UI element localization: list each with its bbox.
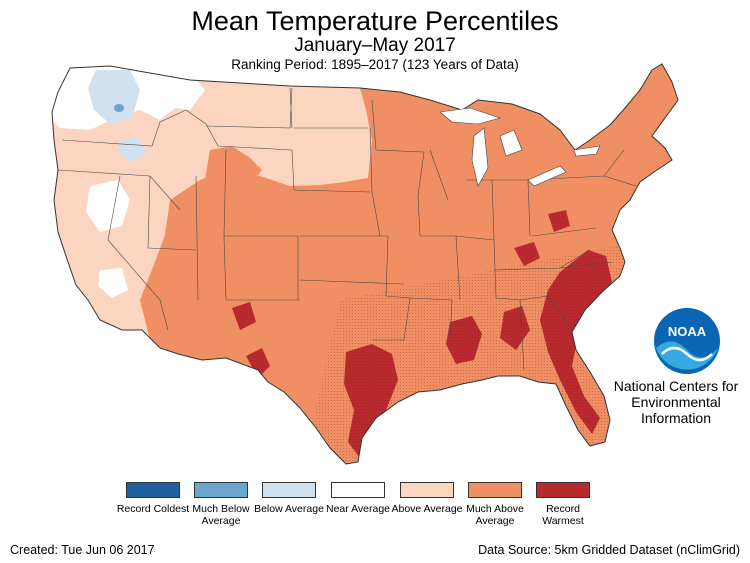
legend-above-average: Above Average <box>389 482 465 515</box>
legend-swatch <box>400 482 454 498</box>
ncei-label: National Centers for Environmental Infor… <box>606 378 746 426</box>
region-near-average-basin <box>86 180 130 232</box>
legend-label: Below Average <box>254 503 324 515</box>
region-record-warmest-west-texas <box>246 348 270 378</box>
lake-michigan <box>471 127 489 187</box>
legend-below-average: Below Average <box>251 482 327 515</box>
lake-superior <box>439 107 502 125</box>
region-much-above-average-west <box>205 146 262 190</box>
map-subtitle: January–May 2017 <box>294 35 456 56</box>
region-near-average-ca <box>98 268 128 298</box>
ncei-line-2: Environmental <box>631 394 721 410</box>
ncei-line-1: National Centers for <box>613 378 739 394</box>
legend-near-average: Near Average <box>320 482 396 515</box>
legend-swatch <box>536 482 590 498</box>
legend-swatch <box>194 482 248 498</box>
region-below-average <box>88 70 140 124</box>
created-date: Created: Tue Jun 06 2017 <box>10 543 155 557</box>
legend-swatch <box>262 482 316 498</box>
state-borders <box>57 87 637 371</box>
legend-swatch <box>468 482 522 498</box>
legend-record-coldest: Record Coldest <box>115 482 191 515</box>
map-title: Mean Temperature Percentiles <box>191 6 559 36</box>
data-source: Data Source: 5km Gridded Dataset (nClimG… <box>478 543 740 557</box>
legend-label: Much Above Average <box>466 503 524 527</box>
region-much-below-average <box>114 104 124 112</box>
region-record-warmest-tn <box>514 242 540 266</box>
legend-record-warmest: Record Warmest <box>525 482 601 527</box>
legend-label: Record Warmest <box>542 503 584 527</box>
lake-erie <box>527 165 567 187</box>
legend-label: Record Coldest <box>116 503 190 515</box>
region-record-warmest-va <box>548 210 570 232</box>
legend-swatch <box>331 482 385 498</box>
noaa-logo: NOAA <box>654 308 720 374</box>
legend-swatch <box>126 482 180 498</box>
lake-huron <box>499 129 523 157</box>
region-record-warmest-nm <box>232 302 256 330</box>
legend-label: Near Average <box>325 503 390 515</box>
legend-much-above-average: Much Above Average <box>457 482 533 527</box>
noaa-logo-text: NOAA <box>668 324 707 339</box>
ncei-line-3: Information <box>640 410 712 426</box>
legend-label: Much Below Average <box>192 503 250 527</box>
legend-label: Above Average <box>391 503 463 515</box>
country-outline <box>51 63 679 465</box>
legend-much-below-average: Much Below Average <box>183 482 259 527</box>
ranking-period: Ranking Period: 1895–2017 (123 Years of … <box>231 57 519 72</box>
us-temperature-map <box>51 63 679 465</box>
lake-ontario <box>573 145 601 157</box>
